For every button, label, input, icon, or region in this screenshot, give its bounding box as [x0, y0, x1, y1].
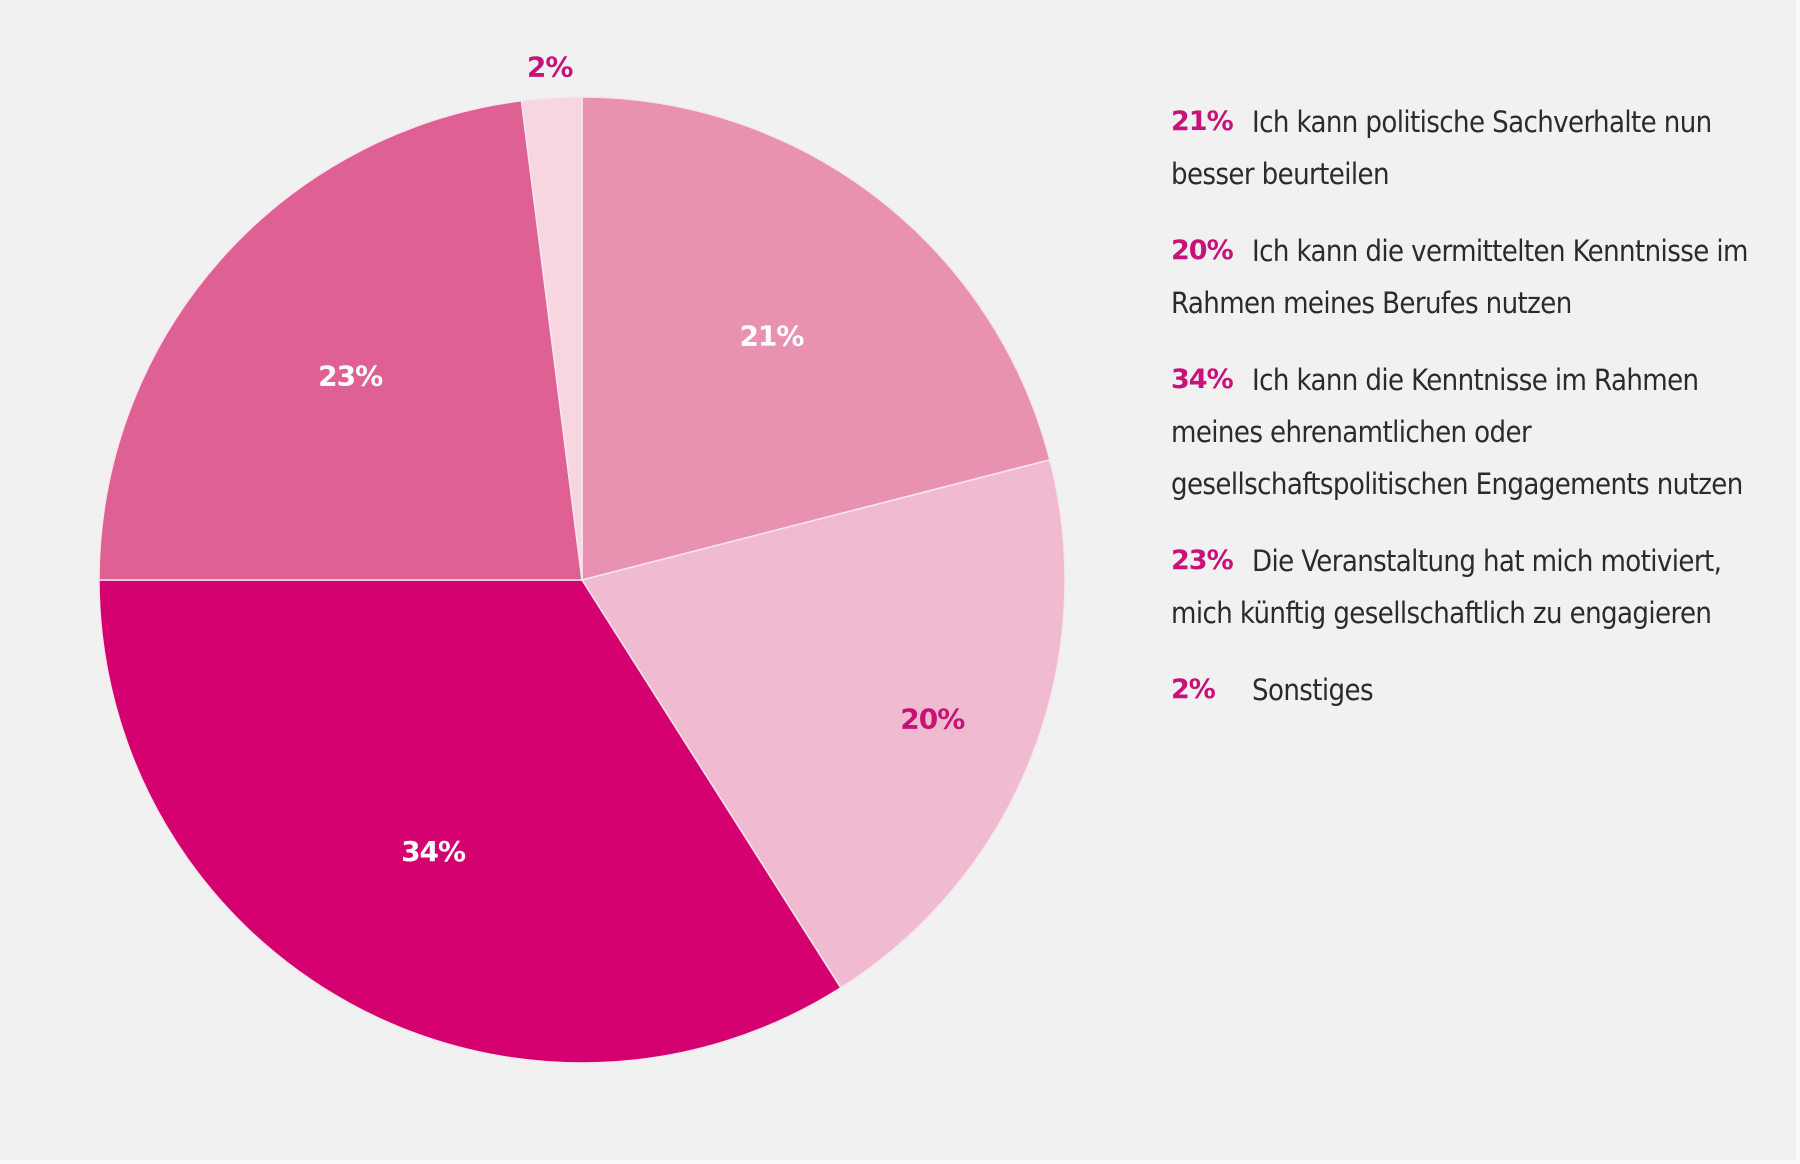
slice-value-label: 2%	[527, 51, 573, 84]
legend-item: 34% Ich kann die Kenntnisse im Rahmen me…	[1171, 354, 1771, 510]
legend-item: 20% Ich kann die vermittelten Kenntnisse…	[1171, 225, 1771, 329]
pie-slice	[581, 96, 1051, 581]
slice-value-label: 23%	[318, 360, 383, 393]
legend: 21% Ich kann politische Sachverhalte nun…	[1171, 96, 1771, 741]
legend-percent: 21%	[1171, 106, 1234, 137]
legend-label: Ich kann die vermittelten Kenntnisse im …	[1171, 234, 1748, 320]
legend-percent: 20%	[1171, 235, 1234, 266]
legend-item: 2% Sonstiges	[1171, 664, 1771, 716]
legend-label: Ich kann die Kenntnisse im Rahmen meines…	[1171, 363, 1743, 501]
legend-percent: 23%	[1171, 545, 1234, 576]
slice-value-label: 34%	[401, 835, 466, 868]
pie-chart: 21% 20% 34% 23% 2%	[98, 51, 1066, 1064]
pie-slice	[98, 579, 842, 1064]
pie-slice	[98, 99, 583, 581]
pie-slice	[580, 458, 1066, 989]
legend-percent: 2%	[1171, 674, 1216, 705]
legend-label: Ich kann politische Sachverhalte nun bes…	[1171, 105, 1712, 191]
slice-value-label: 20%	[900, 703, 965, 736]
legend-item: 21% Ich kann politische Sachverhalte nun…	[1171, 96, 1771, 200]
legend-label: Sonstiges	[1252, 673, 1374, 707]
legend-percent: 34%	[1171, 364, 1234, 395]
pie-slice	[520, 96, 583, 581]
legend-item: 23% Die Veranstaltung hat mich motiviert…	[1171, 535, 1771, 639]
legend-label: Die Veranstaltung hat mich motiviert, mi…	[1171, 544, 1722, 630]
slice-value-label: 21%	[739, 320, 804, 353]
